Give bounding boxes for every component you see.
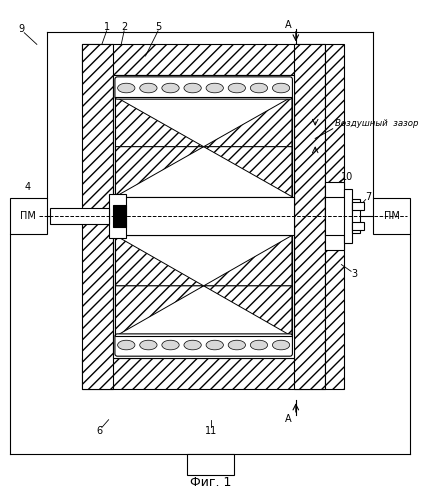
Bar: [324, 182, 343, 250]
Polygon shape: [203, 286, 291, 336]
Text: 4: 4: [24, 182, 30, 192]
Text: 2: 2: [121, 22, 127, 32]
Text: А: А: [284, 414, 291, 424]
Ellipse shape: [139, 83, 157, 93]
Text: ПМ: ПМ: [383, 211, 399, 221]
Text: 5: 5: [155, 22, 161, 32]
Bar: [113, 75, 293, 358]
Ellipse shape: [206, 340, 223, 350]
Bar: [10, 198, 46, 235]
Ellipse shape: [184, 340, 201, 350]
Ellipse shape: [272, 83, 289, 93]
Text: 7: 7: [365, 192, 371, 202]
Ellipse shape: [161, 340, 179, 350]
Ellipse shape: [228, 83, 245, 93]
Bar: [115, 97, 291, 197]
FancyBboxPatch shape: [115, 334, 292, 356]
Bar: [82, 44, 113, 389]
Ellipse shape: [272, 340, 289, 350]
Bar: [372, 198, 409, 235]
Bar: [343, 189, 351, 243]
Polygon shape: [115, 236, 203, 286]
Bar: [293, 44, 324, 389]
Polygon shape: [115, 97, 203, 147]
Text: УУ': УУ': [203, 459, 217, 470]
Ellipse shape: [161, 83, 179, 93]
Text: 9: 9: [18, 24, 24, 34]
Text: 1: 1: [103, 22, 109, 32]
Bar: [82, 358, 324, 389]
Bar: [115, 236, 291, 336]
Ellipse shape: [250, 83, 267, 93]
Text: 10: 10: [340, 172, 352, 182]
Bar: [50, 208, 108, 224]
Text: 11: 11: [205, 426, 217, 436]
Text: Фиг. 1: Фиг. 1: [189, 476, 230, 489]
FancyBboxPatch shape: [115, 77, 292, 99]
Polygon shape: [115, 286, 203, 336]
Bar: [324, 44, 343, 389]
Bar: [351, 203, 363, 210]
Bar: [187, 454, 233, 475]
Polygon shape: [203, 147, 291, 197]
Bar: [112, 206, 126, 227]
Text: А: А: [284, 20, 291, 30]
Text: Воздушный  зазор: Воздушный зазор: [334, 119, 417, 128]
Polygon shape: [203, 236, 291, 286]
Text: 3: 3: [350, 269, 356, 279]
Text: ПМ: ПМ: [20, 211, 36, 221]
Bar: [82, 44, 324, 75]
Bar: [351, 222, 363, 230]
Ellipse shape: [139, 340, 157, 350]
Ellipse shape: [184, 83, 201, 93]
Ellipse shape: [206, 83, 223, 93]
Ellipse shape: [250, 340, 267, 350]
Polygon shape: [203, 97, 291, 147]
Bar: [351, 199, 359, 234]
Bar: [108, 194, 126, 239]
Bar: [113, 197, 293, 236]
Ellipse shape: [117, 83, 135, 93]
Ellipse shape: [228, 340, 245, 350]
Ellipse shape: [117, 340, 135, 350]
Bar: [324, 197, 349, 236]
Text: 6: 6: [97, 426, 103, 436]
Polygon shape: [115, 147, 203, 197]
